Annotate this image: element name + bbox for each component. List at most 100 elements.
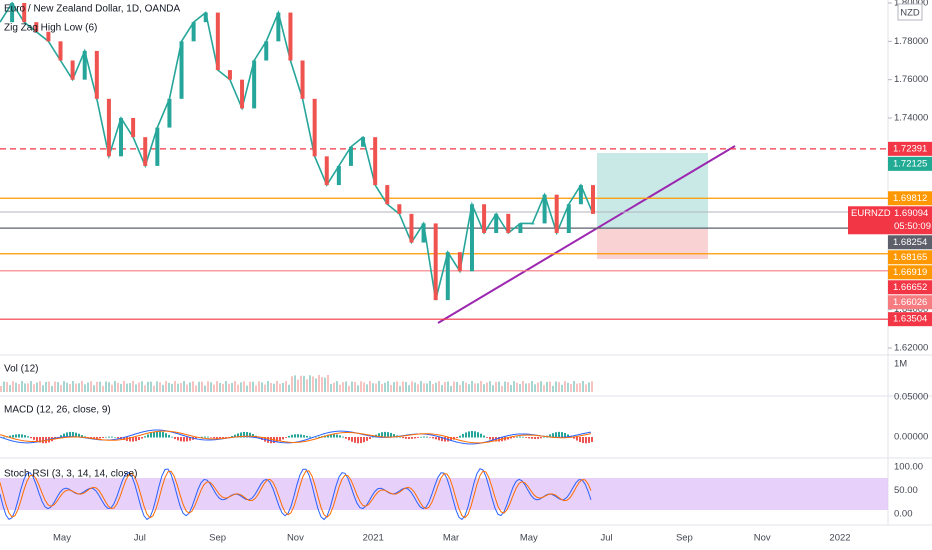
volume-bar — [585, 384, 587, 392]
price-tag-label: 1.66919 — [893, 267, 927, 278]
volume-bar — [24, 383, 26, 392]
volume-bar — [534, 384, 536, 392]
volume-bar — [120, 383, 122, 392]
macd-hist — [21, 434, 23, 438]
macd-hist — [318, 436, 320, 438]
macd-hist — [135, 437, 137, 442]
volume-axis: 1M — [894, 359, 907, 370]
volume-bar — [381, 384, 383, 392]
volume-bar — [531, 381, 533, 392]
volume-bar — [195, 385, 197, 392]
price-tag — [888, 295, 932, 310]
volume-bar — [42, 385, 44, 392]
macd-hist — [153, 431, 155, 438]
stoch-d — [0, 470, 592, 519]
macd-hist — [486, 437, 488, 438]
macd-hist — [123, 437, 125, 441]
volume-bar — [138, 382, 140, 392]
macd-hist — [351, 437, 353, 442]
macd-hist — [573, 437, 575, 439]
volume-bar — [507, 382, 509, 392]
indicator-name: Zig Zag High Low (6) — [4, 23, 97, 34]
volume-bar — [546, 381, 548, 392]
macd-hist — [360, 437, 362, 444]
price-tick-label: 1.76000 — [894, 74, 928, 85]
volume-bar — [186, 384, 188, 392]
volume-bar — [378, 381, 380, 392]
volume-bar — [348, 385, 350, 392]
time-label: Sep — [676, 533, 693, 544]
volume-bar — [432, 384, 434, 392]
volume-bar — [183, 381, 185, 392]
macd-hist — [96, 437, 98, 439]
macd-hist — [165, 433, 167, 438]
macd-hist — [84, 436, 86, 438]
volume-bar — [339, 384, 341, 392]
volume-bar — [165, 381, 167, 392]
countdown: 05:50:09 — [894, 221, 931, 232]
volume-bar — [93, 385, 95, 392]
price-line — [0, 1, 594, 301]
volume-bar — [291, 376, 293, 392]
volume-bar — [456, 382, 458, 392]
candle — [46, 31, 51, 42]
volume-bar — [414, 382, 416, 392]
volume-bar — [12, 381, 14, 392]
macd-hist — [15, 434, 17, 438]
volume-bar — [141, 381, 143, 392]
macd-hist — [414, 437, 416, 439]
volume-bar — [450, 385, 452, 392]
volume-bar — [516, 382, 518, 392]
macd-hist — [114, 436, 116, 438]
volume-bar — [312, 376, 314, 392]
macd-hist — [525, 437, 527, 438]
volume-bar — [453, 381, 455, 392]
macd-hist — [66, 432, 68, 438]
last-price-tag — [848, 206, 932, 235]
time-label: Jul — [134, 533, 146, 544]
volume-bar — [447, 381, 449, 392]
macd-hist — [201, 436, 203, 438]
macd-hist — [72, 432, 74, 438]
macd-hist — [381, 432, 383, 438]
chart-title: Euro / New Zealand Dollar, 1D, OANDA — [4, 4, 181, 15]
macd-hist — [465, 432, 467, 438]
volume-bar — [240, 382, 242, 392]
volume-bar — [309, 375, 311, 392]
candle — [578, 185, 583, 205]
macd-hist — [249, 432, 251, 438]
volume-bar — [498, 381, 500, 392]
volume-bar — [234, 381, 236, 392]
candle — [409, 213, 414, 243]
time-label: May — [53, 533, 71, 544]
volume-bar — [429, 381, 431, 392]
volume-bar — [387, 381, 389, 392]
volume-bar — [39, 381, 41, 392]
volume-bar — [369, 381, 371, 392]
price-tag-label: 1.68254 — [893, 237, 927, 248]
macd-hist — [528, 437, 530, 439]
macd-hist — [141, 437, 143, 439]
macd-hist — [423, 436, 425, 438]
volume-bar — [54, 381, 56, 392]
macd-hist — [483, 435, 485, 438]
volume-bar — [135, 384, 137, 392]
volume-bar — [279, 383, 281, 392]
candle — [591, 185, 595, 214]
price-tag — [888, 250, 932, 265]
macd-hist — [420, 436, 422, 438]
volume-bar — [297, 379, 299, 392]
macd-hist — [219, 437, 221, 439]
price-tick-label: 1.78000 — [894, 36, 928, 47]
volume-bar — [225, 381, 227, 392]
signal-line — [0, 430, 592, 444]
volume-bar — [561, 384, 563, 392]
volume-bar — [96, 381, 98, 392]
candle — [554, 194, 559, 233]
volume-bar — [129, 383, 131, 392]
volume-bar — [84, 384, 86, 392]
volume-bar — [360, 381, 362, 392]
candle — [82, 50, 87, 80]
